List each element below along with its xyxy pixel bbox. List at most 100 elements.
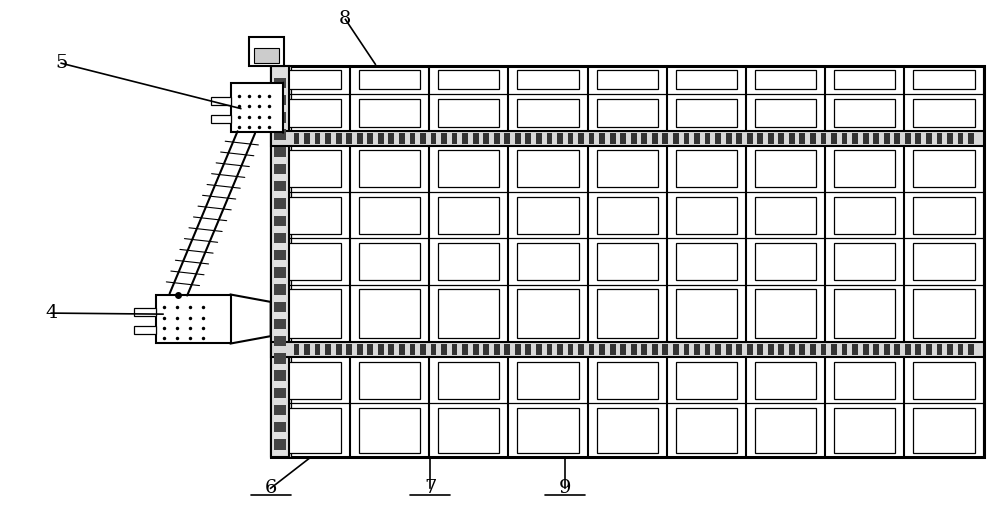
Bar (280, 70, 341, 90)
Bar (747, 133, 753, 144)
Bar (438, 243, 499, 280)
Bar (913, 290, 975, 338)
Bar (274, 181, 286, 192)
Bar (315, 133, 320, 144)
Bar (715, 133, 721, 144)
Bar (831, 344, 837, 355)
Bar (271, 66, 984, 457)
Bar (249, 37, 284, 66)
Bar (304, 133, 310, 144)
Bar (926, 133, 932, 144)
Bar (274, 387, 286, 398)
Bar (610, 133, 616, 144)
Bar (834, 99, 895, 126)
Bar (294, 133, 299, 144)
Bar (359, 290, 420, 338)
Text: 7: 7 (424, 479, 436, 497)
Bar (294, 344, 299, 355)
Bar (768, 133, 774, 144)
Bar (755, 290, 816, 338)
Bar (359, 243, 420, 280)
Bar (399, 344, 405, 355)
Bar (315, 344, 320, 355)
Bar (517, 99, 579, 126)
Bar (676, 99, 737, 126)
Bar (346, 344, 352, 355)
Bar (367, 344, 373, 355)
Polygon shape (231, 295, 271, 343)
Bar (438, 290, 499, 338)
Bar (834, 243, 895, 280)
Bar (211, 97, 231, 105)
Bar (926, 344, 932, 355)
Bar (834, 150, 895, 188)
Bar (676, 362, 737, 399)
Bar (517, 362, 579, 399)
Bar (399, 133, 405, 144)
Bar (274, 284, 286, 295)
Bar (547, 133, 552, 144)
Bar (894, 344, 900, 355)
Bar (755, 362, 816, 399)
Bar (831, 133, 837, 144)
Bar (968, 133, 974, 144)
Bar (494, 344, 500, 355)
Bar (274, 336, 286, 347)
Bar (304, 344, 310, 355)
Bar (231, 83, 283, 132)
Bar (517, 197, 579, 234)
Bar (473, 344, 479, 355)
Bar (274, 370, 286, 381)
Bar (274, 112, 286, 123)
Bar (578, 344, 584, 355)
Text: 4: 4 (45, 304, 57, 322)
Bar (705, 133, 710, 144)
Bar (274, 164, 286, 174)
Bar (705, 344, 710, 355)
Bar (578, 133, 584, 144)
Bar (884, 344, 890, 355)
Bar (483, 344, 489, 355)
Bar (388, 133, 394, 144)
Bar (834, 408, 895, 453)
Bar (631, 344, 637, 355)
Bar (757, 344, 763, 355)
Bar (359, 99, 420, 126)
Bar (755, 197, 816, 234)
Bar (852, 133, 858, 144)
Bar (274, 439, 286, 450)
Bar (873, 133, 879, 144)
Bar (676, 243, 737, 280)
Bar (913, 408, 975, 453)
Bar (557, 133, 563, 144)
Bar (913, 70, 975, 90)
Bar (789, 344, 795, 355)
Bar (525, 133, 531, 144)
Bar (873, 344, 879, 355)
Bar (462, 133, 468, 144)
Bar (274, 130, 286, 140)
Bar (589, 133, 594, 144)
Bar (915, 133, 921, 144)
Bar (947, 344, 953, 355)
Bar (610, 344, 616, 355)
Bar (517, 243, 579, 280)
Polygon shape (271, 83, 283, 132)
Bar (915, 344, 921, 355)
Bar (834, 70, 895, 90)
Bar (211, 115, 231, 123)
Bar (937, 133, 942, 144)
Bar (367, 133, 373, 144)
Bar (336, 133, 342, 144)
Bar (274, 78, 286, 88)
Bar (597, 197, 658, 234)
Bar (517, 150, 579, 188)
Bar (863, 133, 869, 144)
Bar (325, 133, 331, 144)
Bar (280, 99, 341, 126)
Bar (834, 197, 895, 234)
Bar (378, 133, 384, 144)
Bar (271, 66, 289, 457)
Bar (768, 344, 774, 355)
Bar (673, 344, 679, 355)
